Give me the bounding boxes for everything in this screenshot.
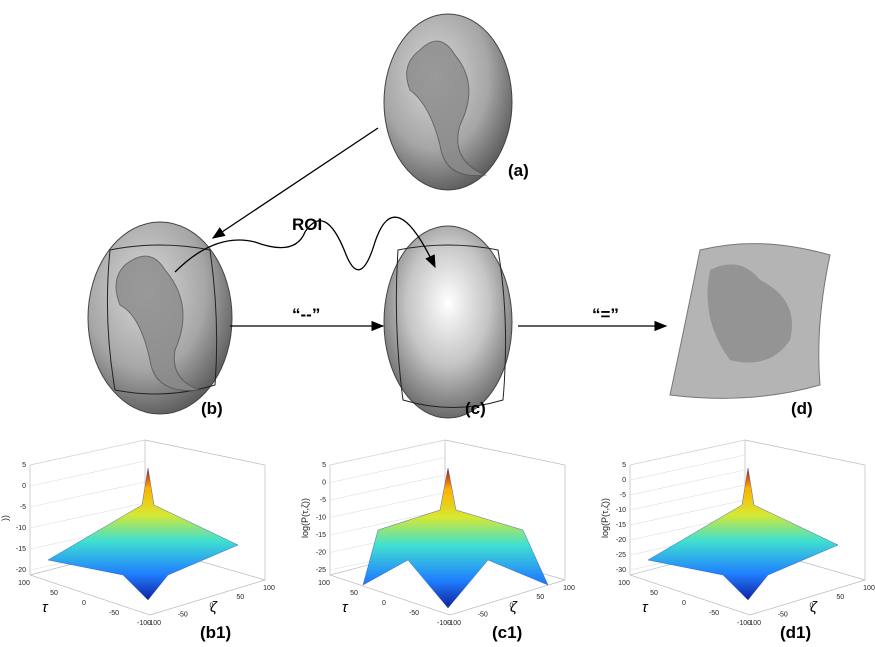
tau-tick-label: 100 — [318, 580, 330, 587]
z-tick-label: -10 — [16, 525, 26, 532]
z-tick-label: -25 — [316, 567, 326, 574]
surface — [648, 468, 838, 600]
edge-label: “=” — [592, 305, 619, 324]
zeta-tick-label: -50 — [778, 611, 788, 618]
z-tick-label: 5 — [22, 462, 26, 469]
zeta-tick-label: 100 — [563, 585, 575, 592]
tau-tick-label: 50 — [50, 590, 58, 597]
z-tick-label: -5 — [320, 497, 326, 504]
node-label: (d) — [791, 399, 813, 418]
z-tick-label: 0 — [322, 480, 326, 487]
tau-tick-label: -50 — [409, 610, 419, 617]
zeta-tick-label: 50 — [236, 594, 244, 601]
surface-plot: 50-5-10-15-20-25log(P(τ,ζ))100500-50-100… — [300, 440, 575, 642]
z-tick-label: -20 — [316, 550, 326, 557]
tau-label: τ — [642, 599, 649, 616]
plot-label: (c1) — [492, 623, 522, 642]
zeta-tick-label: 50 — [836, 594, 844, 601]
egg-c — [384, 226, 512, 418]
surface — [48, 468, 238, 600]
edge-label: ROI — [292, 215, 322, 234]
z-tick-label: -20 — [616, 537, 626, 544]
tau-label: τ — [42, 599, 49, 616]
tau-tick-label: 0 — [682, 600, 686, 607]
z-tick-label: -15 — [16, 546, 26, 553]
tau-tick-label: 100 — [618, 580, 630, 587]
figure: (a) (b) (c) (d) ROI “--” “=” 50-5-10-15-… — [0, 0, 875, 642]
z-tick-label: -15 — [616, 522, 626, 529]
surface-plot: 50-5-10-15-20))100500-50-100-100-5005010… — [0, 440, 275, 642]
grid-line — [630, 440, 745, 465]
zeta-tick-label: -100 — [447, 620, 461, 627]
tau-tick-label: -50 — [109, 610, 119, 617]
z-tick-label: 0 — [622, 477, 626, 484]
zeta-tick-label: -100 — [147, 620, 161, 627]
z-axis-label: log(P(τ,ζ)) — [600, 498, 610, 538]
z-tick-label: -5 — [20, 504, 26, 511]
tau-tick-label: 100 — [18, 580, 30, 587]
z-tick-label: -15 — [316, 532, 326, 539]
zeta-label: ζ — [810, 599, 818, 616]
grid-line — [630, 470, 745, 495]
node-label: (a) — [508, 161, 529, 180]
z-tick-label: -10 — [616, 507, 626, 514]
z-tick-label: -5 — [620, 492, 626, 499]
tau-tick-label: 0 — [82, 600, 86, 607]
egg-b — [88, 222, 232, 414]
patch-d — [670, 244, 830, 399]
grid-line — [630, 455, 745, 480]
zeta-tick-label: 100 — [263, 585, 275, 592]
z-tick-label: 5 — [322, 462, 326, 469]
z-tick-label: -30 — [616, 567, 626, 574]
grid-line — [30, 461, 145, 486]
edge-label: “--” — [292, 305, 320, 324]
zeta-tick-label: 50 — [536, 594, 544, 601]
tau-tick-label: 50 — [650, 590, 658, 597]
node-label: (c) — [465, 399, 486, 418]
tau-tick-label: 0 — [382, 600, 386, 607]
grid-line — [630, 485, 745, 510]
tau-tick-label: 50 — [350, 590, 358, 597]
z-tick-label: -25 — [616, 552, 626, 559]
zeta-tick-label: -50 — [478, 611, 488, 618]
zeta-tick-label: 100 — [863, 585, 875, 592]
surface — [363, 468, 548, 608]
z-tick-label: 5 — [622, 462, 626, 469]
plot-label: (d1) — [780, 623, 811, 642]
zeta-tick-label: -50 — [178, 611, 188, 618]
node-label: (b) — [201, 399, 223, 418]
grid-line — [30, 482, 145, 507]
zeta-label: ζ — [510, 599, 518, 616]
z-axis-label: )) — [0, 515, 10, 521]
tau-tick-label: -50 — [709, 610, 719, 617]
z-tick-label: -10 — [316, 515, 326, 522]
egg-a — [384, 14, 512, 190]
z-tick-label: 0 — [22, 483, 26, 490]
tau-label: τ — [342, 599, 349, 616]
plot-label: (b1) — [200, 623, 231, 642]
zeta-tick-label: -100 — [747, 620, 761, 627]
z-axis-label: log(P(τ,ζ)) — [300, 498, 310, 538]
surface-plot: 50-5-10-15-20-25-30log(P(τ,ζ))100500-50-… — [600, 440, 875, 642]
z-tick-label: -20 — [16, 567, 26, 574]
grid-line — [30, 440, 145, 465]
zeta-label: ζ — [210, 599, 218, 616]
